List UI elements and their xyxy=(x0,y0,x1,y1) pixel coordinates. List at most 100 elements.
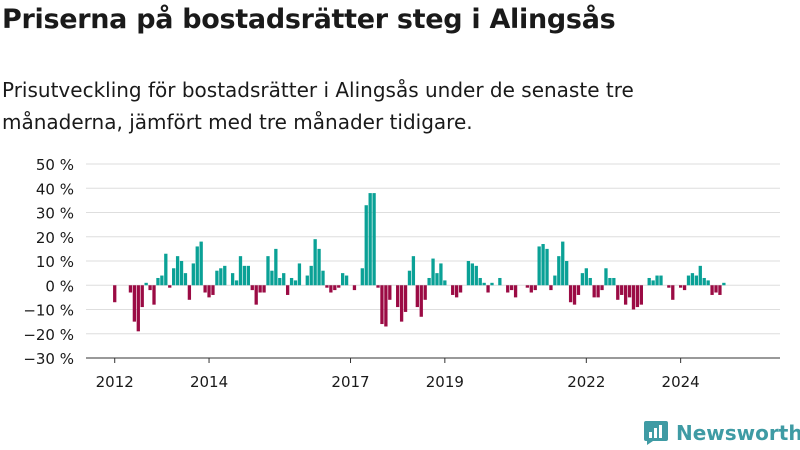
bar xyxy=(132,285,137,322)
bar xyxy=(706,280,710,286)
x-axis: 2012 2014 2017 2019 2022 2024 xyxy=(86,357,780,391)
bar xyxy=(561,241,565,286)
bar xyxy=(470,263,474,286)
bar xyxy=(203,285,207,293)
bar-chart: 50 % 40 % 30 % 20 % 10 % 0 % −10 % −20 % −30 % 2… xyxy=(23,0,786,391)
bar xyxy=(718,285,722,295)
x-tick-label: 2024 xyxy=(662,373,700,391)
bar xyxy=(651,280,655,286)
bar xyxy=(616,285,620,300)
x-tick-label: 2017 xyxy=(331,373,369,391)
chart-bars xyxy=(113,193,726,332)
bar xyxy=(647,277,651,286)
bar xyxy=(537,246,541,286)
bar xyxy=(553,275,557,286)
bar xyxy=(207,285,211,298)
bar xyxy=(667,285,671,288)
bar xyxy=(136,285,140,332)
bar xyxy=(344,275,349,286)
bar xyxy=(584,268,588,286)
y-axis-labels: 50 % 40 % 30 % 20 % 10 % 0 % −10 % −20 % −30 % xyxy=(23,156,74,368)
value-annotation: 1 % xyxy=(756,0,786,4)
bar xyxy=(297,263,302,286)
x-tick-label: 2022 xyxy=(567,373,605,391)
x-tick-label: 2012 xyxy=(96,373,134,391)
bar xyxy=(234,280,239,286)
bar xyxy=(270,270,274,286)
bar xyxy=(144,282,148,286)
bar xyxy=(427,277,431,286)
bar xyxy=(541,244,545,286)
bar xyxy=(148,285,152,291)
bar xyxy=(293,280,298,286)
bar xyxy=(305,275,309,286)
y-tick-label: 40 % xyxy=(36,180,74,198)
bar xyxy=(352,285,357,291)
page-subtitle: Prisutveckling för bostadsrätter i Aling… xyxy=(2,78,634,134)
bar xyxy=(364,205,368,286)
bar xyxy=(498,277,502,286)
brand: Newsworthy xyxy=(643,420,800,446)
bar xyxy=(368,193,372,286)
bar xyxy=(596,285,600,298)
bar xyxy=(627,285,632,298)
bar xyxy=(160,275,164,286)
bar xyxy=(655,275,659,286)
bar xyxy=(490,282,494,286)
bar xyxy=(164,253,168,286)
bar xyxy=(396,285,400,308)
bar xyxy=(215,270,219,286)
bar xyxy=(195,246,199,286)
bar xyxy=(372,193,376,286)
bar xyxy=(423,285,427,300)
bar xyxy=(694,275,699,286)
bar xyxy=(258,285,262,293)
bar xyxy=(128,285,133,293)
newsworthy-logo-icon xyxy=(644,421,668,445)
bar xyxy=(557,256,561,286)
bar xyxy=(431,258,435,286)
chart-annotations: 1 % xyxy=(756,0,786,4)
bar xyxy=(191,263,195,286)
bar xyxy=(282,273,286,286)
bar xyxy=(419,285,423,317)
bar xyxy=(671,285,675,300)
bar xyxy=(317,248,321,286)
bar xyxy=(572,285,577,305)
x-tick-label: 2014 xyxy=(190,373,228,391)
bar xyxy=(274,248,278,286)
bar xyxy=(337,285,341,288)
bar xyxy=(698,265,702,286)
bar xyxy=(710,285,714,295)
bar xyxy=(376,285,380,288)
bar xyxy=(388,285,392,300)
bar xyxy=(506,285,510,293)
bar xyxy=(604,268,608,286)
bar xyxy=(341,273,345,286)
bar xyxy=(168,285,172,288)
bar xyxy=(580,273,585,286)
bar xyxy=(242,265,247,286)
bar xyxy=(285,285,290,295)
brand-name: Newsworthy xyxy=(676,421,800,445)
bar xyxy=(411,256,416,286)
bar xyxy=(513,285,518,298)
bar xyxy=(399,285,404,322)
bar xyxy=(313,239,317,286)
bar xyxy=(278,277,282,286)
bar xyxy=(152,285,156,305)
bar xyxy=(156,277,160,286)
bar xyxy=(140,285,144,308)
bar xyxy=(458,285,463,293)
bar xyxy=(639,285,643,305)
bar xyxy=(533,285,537,291)
bar xyxy=(659,275,663,286)
y-tick-label: 0 % xyxy=(45,277,74,295)
bar xyxy=(254,285,258,305)
bar xyxy=(219,268,223,286)
bar xyxy=(576,285,581,295)
bar xyxy=(525,285,530,288)
bar xyxy=(333,285,337,291)
bar xyxy=(510,285,514,291)
bar xyxy=(415,285,419,308)
